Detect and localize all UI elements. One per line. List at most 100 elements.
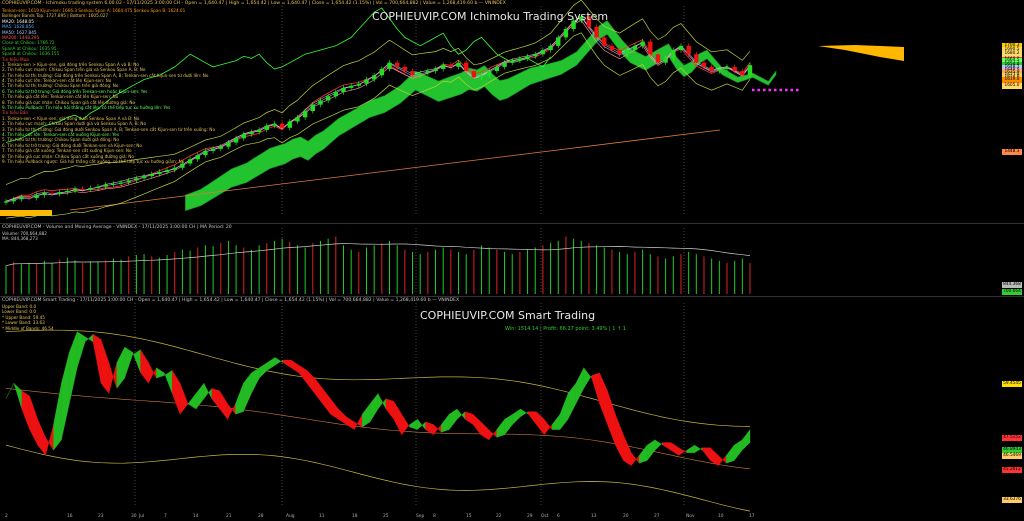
candle: [747, 65, 753, 76]
buy-signal-line: 1. Tenkan-sen > Kijun-sen, giá đóng trên…: [2, 61, 139, 67]
bollinger-top: [5, 0, 751, 185]
candle: [157, 171, 162, 175]
candle: [11, 199, 16, 202]
sell-signal-line: 9. Tín hiệu Pullback ngược: Giá hồi thẳn…: [2, 158, 185, 164]
candle: [402, 66, 408, 72]
sell-signal-line: 5. Tín hiệu từ thị trường: Chikou Span d…: [2, 137, 119, 143]
x-axis-label: 8: [433, 514, 436, 519]
oscillator-segment: [520, 408, 529, 417]
ichimoku-info-line: SpanA at Chikou: 1635.95: [2, 45, 57, 51]
buy-signal-line: 8. Tín hiệu giá cực nhận: Chikou Span gi…: [2, 99, 136, 105]
x-axis-label: 23: [98, 514, 104, 519]
candle: [487, 71, 492, 76]
volume-chart[interactable]: [0, 224, 1024, 296]
smart-title: COPHIEUVIP.COM Smart Trading: [420, 309, 596, 322]
oscillator-segment: [346, 416, 355, 430]
candle: [387, 62, 392, 69]
oscillator-segment: [488, 429, 497, 441]
oscillator-segment: [480, 421, 489, 441]
candle: [440, 64, 446, 69]
upper-band: [5, 329, 751, 427]
ichimoku-info-line: MA50: 1627.845: [2, 29, 37, 35]
tenkan-sen-line: [5, 16, 751, 202]
price-tag: 1448.3: [1002, 148, 1022, 155]
candle: [663, 58, 668, 63]
oscillator-segment: [235, 383, 244, 415]
oscillator-segment: [172, 369, 181, 415]
oscillator-segment: [69, 331, 78, 404]
oscillator-segment: [741, 429, 751, 451]
smart-info-line: * Lower Band: 33.63: [2, 320, 45, 326]
x-axis-label: 13: [591, 514, 597, 519]
price-tag: 1664.5: [1002, 57, 1022, 64]
candle: [448, 64, 454, 67]
candle: [571, 20, 576, 30]
smart-trading-chart[interactable]: [0, 297, 1024, 521]
candle: [341, 87, 346, 93]
oscillator-segment: [456, 408, 466, 420]
oscillator-segment: [100, 339, 110, 394]
buy-signal-line: 7. Tín hiệu giá cắt lên: Tenkan-sen cắt …: [2, 94, 119, 100]
ichimoku-info-line: Tenkan-sen: 1619 Kijun-sen: 1666.3 Senko…: [2, 8, 186, 13]
candle: [233, 138, 239, 143]
price-tag: 1619.0: [1002, 76, 1022, 83]
oscillator-segment: [156, 367, 165, 379]
x-axis-label: 15: [466, 514, 472, 519]
ichimoku-chart[interactable]: [0, 0, 1024, 222]
oscillator-segment: [496, 418, 505, 438]
oscillator-segment: [322, 387, 331, 415]
oscillator-segment: [369, 393, 379, 423]
oscillator-segment: [718, 454, 727, 467]
x-axis-label: 2: [5, 514, 8, 519]
x-axis-label: 11: [319, 514, 325, 519]
candle: [694, 54, 699, 63]
oscillator-segment: [726, 444, 735, 464]
oscillator-segment: [140, 349, 149, 384]
oscillator-segment: [330, 398, 339, 420]
candle: [187, 159, 193, 164]
x-axis-label: Aug: [286, 514, 295, 519]
oscillator-segment: [211, 388, 220, 410]
smart-info-line: * Upper Band: 59.45: [2, 314, 45, 320]
smart-price-tag: 47.5152: [1002, 435, 1022, 441]
sell-signal-line: 8. Tín hiệu giá cực nhận: Chikou Span cắ…: [2, 153, 134, 159]
candle: [26, 197, 32, 199]
oscillator-segment: [132, 349, 141, 373]
candle: [617, 50, 622, 55]
smart-info-line: * Middle of Bands: 46.54: [2, 325, 54, 331]
candle: [471, 71, 477, 78]
candle: [464, 62, 469, 72]
oscillator-segment: [84, 333, 94, 343]
ichimoku-header: COPHIEUVIP.COM - Ichimoku trading system…: [2, 1, 506, 6]
smart-performance: Win: 1514.14 | Profit: 66.27 point: 3.49…: [505, 326, 626, 332]
candle: [648, 41, 653, 55]
candle: [226, 142, 231, 147]
candle: [126, 180, 131, 183]
oscillator-segment: [219, 390, 228, 420]
chikou-span-line: [5, 7, 551, 143]
oscillator-segment: [544, 418, 553, 436]
candle: [310, 104, 316, 111]
oscillator-segment: [528, 411, 537, 425]
lower-band: [5, 444, 751, 512]
buy-signal-line: 9. Tín hiệu Pullback: Tín hiệu hồi thẳng…: [2, 105, 171, 111]
oscillator-segment: [607, 390, 616, 446]
volume-panel: COPHIEUVIP.COM - Volume and Moving Avera…: [0, 223, 1024, 296]
candle: [49, 192, 55, 194]
oscillator-segment: [274, 357, 284, 366]
candle: [295, 117, 300, 122]
smart-info: Upper Band: 0.0 Lower Band: 0.0 * Upper Ba…: [2, 304, 54, 331]
x-axis-label: 21: [226, 514, 232, 519]
oscillator-segment: [575, 367, 584, 404]
candle: [494, 66, 500, 72]
candle: [264, 125, 269, 130]
volume-info: Volume: 700,664,882 MA: 844,368,273: [2, 231, 47, 242]
candle: [502, 62, 507, 67]
candle: [333, 92, 339, 97]
candle: [678, 45, 684, 51]
oscillator-segment: [599, 372, 608, 425]
candle: [218, 146, 223, 149]
oscillator-segment: [116, 347, 125, 389]
candle: [732, 66, 737, 72]
x-axis-label: 18: [352, 514, 358, 519]
